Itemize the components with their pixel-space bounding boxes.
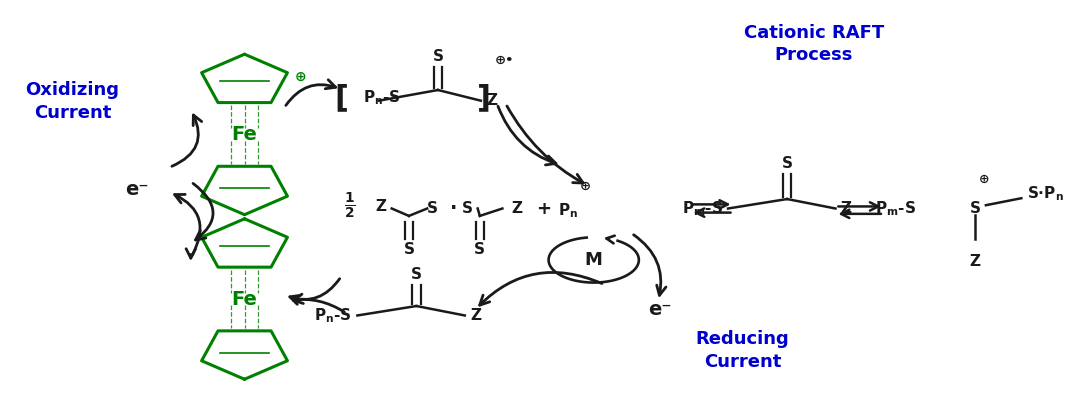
Text: S: S (432, 49, 444, 64)
Text: Fe: Fe (231, 125, 257, 144)
Text: S: S (461, 201, 472, 216)
Text: Fe: Fe (231, 289, 257, 309)
Text: [: [ (334, 83, 348, 112)
Text: S: S (404, 242, 415, 257)
Text: S$\mathbf{\cdot P_n}$: S$\mathbf{\cdot P_n}$ (1027, 185, 1064, 203)
Text: $\mathbf{P_n}$-S: $\mathbf{P_n}$-S (314, 306, 352, 325)
Text: e⁻: e⁻ (125, 181, 149, 199)
Text: e⁻: e⁻ (649, 300, 672, 319)
Text: Cationic RAFT
Process: Cationic RAFT Process (744, 24, 885, 64)
Text: S: S (970, 201, 981, 216)
Text: S: S (427, 201, 438, 216)
Text: ⊕•: ⊕• (495, 54, 514, 67)
Text: M: M (584, 251, 603, 269)
Text: ⊕: ⊕ (295, 70, 307, 84)
Text: +: + (536, 199, 551, 218)
Text: S: S (782, 156, 793, 171)
Text: ·: · (450, 199, 458, 218)
Text: $\mathbf{P_n}$-S: $\mathbf{P_n}$-S (363, 88, 401, 107)
Text: S: S (474, 242, 485, 257)
Text: Z: Z (486, 93, 497, 108)
Text: Z: Z (511, 201, 522, 216)
Text: $\mathbf{P_n}$: $\mathbf{P_n}$ (558, 201, 579, 220)
Text: Oxidizing
Current: Oxidizing Current (26, 81, 120, 122)
Text: Z: Z (970, 254, 981, 269)
Text: ⊕: ⊕ (978, 173, 989, 186)
Text: $\mathbf{P_m}$-S: $\mathbf{P_m}$-S (875, 199, 916, 218)
Text: $\mathbf{\frac{1}{2}}$: $\mathbf{\frac{1}{2}}$ (345, 191, 356, 221)
Text: S: S (410, 267, 422, 282)
Text: $\mathbf{P_m}$-S: $\mathbf{P_m}$-S (681, 199, 723, 218)
Text: ]: ] (477, 83, 491, 112)
Text: Z: Z (376, 199, 387, 214)
Text: ⊕: ⊕ (580, 180, 591, 193)
Text: Reducing
Current: Reducing Current (696, 330, 789, 371)
Text: Z: Z (470, 308, 482, 323)
Text: Z: Z (841, 201, 852, 216)
